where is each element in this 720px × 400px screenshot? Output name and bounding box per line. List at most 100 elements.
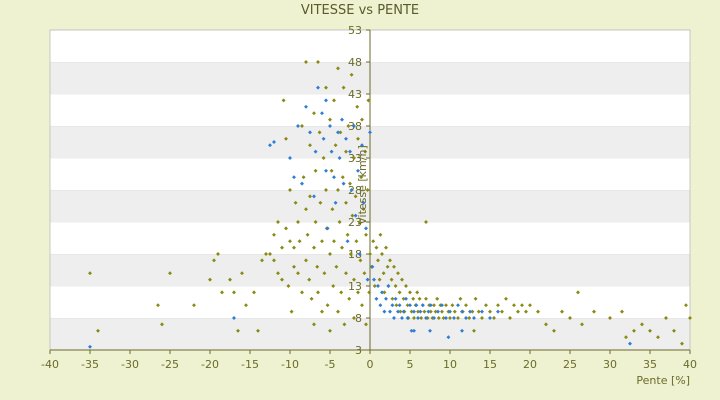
data-point xyxy=(348,181,352,186)
data-point xyxy=(324,168,328,173)
data-point xyxy=(304,104,308,109)
data-point xyxy=(300,124,304,128)
data-point xyxy=(367,290,372,295)
data-point xyxy=(360,117,364,122)
data-point xyxy=(419,316,424,320)
x-tick-label: 5 xyxy=(407,358,414,371)
data-point xyxy=(428,303,433,308)
data-point xyxy=(208,277,212,282)
y-tick-label: 53 xyxy=(348,24,362,37)
data-point xyxy=(347,296,352,301)
data-point xyxy=(318,200,323,205)
data-point xyxy=(381,271,386,276)
data-point xyxy=(228,277,232,282)
y-tick-label: 18 xyxy=(348,248,362,261)
data-point xyxy=(467,316,472,320)
data-point xyxy=(352,124,356,128)
data-point xyxy=(456,303,460,308)
data-point xyxy=(313,149,318,154)
data-point xyxy=(88,271,92,276)
data-point xyxy=(220,290,224,295)
y-tick-label: 23 xyxy=(348,216,362,229)
data-point xyxy=(405,303,410,308)
x-tick-label: 10 xyxy=(443,358,457,371)
data-point xyxy=(212,258,216,263)
data-point xyxy=(355,104,360,109)
x-axis: -40 -35 -30 -25 -20 -15 -10 -5 0 5 10 15 20 25 30 35 40 xyxy=(41,349,697,371)
data-point xyxy=(396,271,400,276)
y-tick-label: 13 xyxy=(348,280,362,293)
data-point xyxy=(293,200,298,205)
data-point xyxy=(240,271,244,276)
data-point xyxy=(432,303,436,308)
data-point xyxy=(328,124,332,128)
x-tick-label: 40 xyxy=(683,358,697,371)
data-point xyxy=(276,271,280,276)
data-point xyxy=(394,303,399,308)
data-point xyxy=(397,303,402,308)
data-point xyxy=(160,322,164,327)
data-point xyxy=(346,124,351,128)
x-tick-label: 30 xyxy=(603,358,617,371)
data-point xyxy=(446,335,451,340)
data-point xyxy=(350,213,355,218)
data-point xyxy=(336,66,340,71)
data-point xyxy=(316,85,320,90)
data-point xyxy=(272,232,276,237)
x-tick-label: 15 xyxy=(483,358,497,371)
data-point xyxy=(349,72,354,77)
data-point xyxy=(420,303,425,308)
data-point xyxy=(364,232,368,237)
y-tick-label: 3 xyxy=(355,344,362,357)
x-tick-label: -40 xyxy=(41,358,59,371)
data-point xyxy=(415,290,420,295)
data-point xyxy=(411,296,416,301)
data-point xyxy=(281,98,286,103)
data-point xyxy=(408,303,412,308)
data-point xyxy=(344,200,348,205)
data-point xyxy=(244,303,248,308)
data-point xyxy=(315,264,320,269)
data-point xyxy=(356,136,360,141)
data-point xyxy=(444,303,448,308)
data-point xyxy=(340,245,344,250)
data-point xyxy=(363,149,368,154)
x-tick-label: -30 xyxy=(121,358,139,371)
data-point xyxy=(321,136,326,141)
data-point xyxy=(339,290,344,295)
data-point xyxy=(344,271,348,276)
x-axis-title: Pente [%] xyxy=(636,374,690,387)
data-point xyxy=(374,245,379,250)
data-point xyxy=(333,200,338,205)
data-point xyxy=(332,98,336,103)
x-tick-label: -5 xyxy=(325,358,336,371)
data-point xyxy=(292,245,296,250)
data-point xyxy=(484,303,488,308)
data-point xyxy=(356,168,360,173)
data-point xyxy=(280,245,284,250)
data-point xyxy=(384,245,388,250)
data-point xyxy=(313,168,318,173)
x-tick-label: -15 xyxy=(241,358,259,371)
data-point xyxy=(312,245,316,250)
data-point xyxy=(440,303,444,308)
data-point xyxy=(305,232,310,237)
x-tick-label: 25 xyxy=(563,358,577,371)
data-point xyxy=(324,85,328,90)
data-point xyxy=(192,303,196,308)
data-point xyxy=(252,290,256,295)
data-point xyxy=(300,181,304,186)
data-point xyxy=(232,316,236,320)
data-point xyxy=(341,85,346,90)
data-point xyxy=(684,303,688,308)
data-point xyxy=(328,117,332,122)
y-tick-label: 28 xyxy=(348,184,362,197)
data-point xyxy=(296,271,300,276)
data-point xyxy=(512,303,516,308)
data-point xyxy=(324,98,328,103)
data-point xyxy=(496,303,500,308)
x-tick-label: -20 xyxy=(201,358,219,371)
